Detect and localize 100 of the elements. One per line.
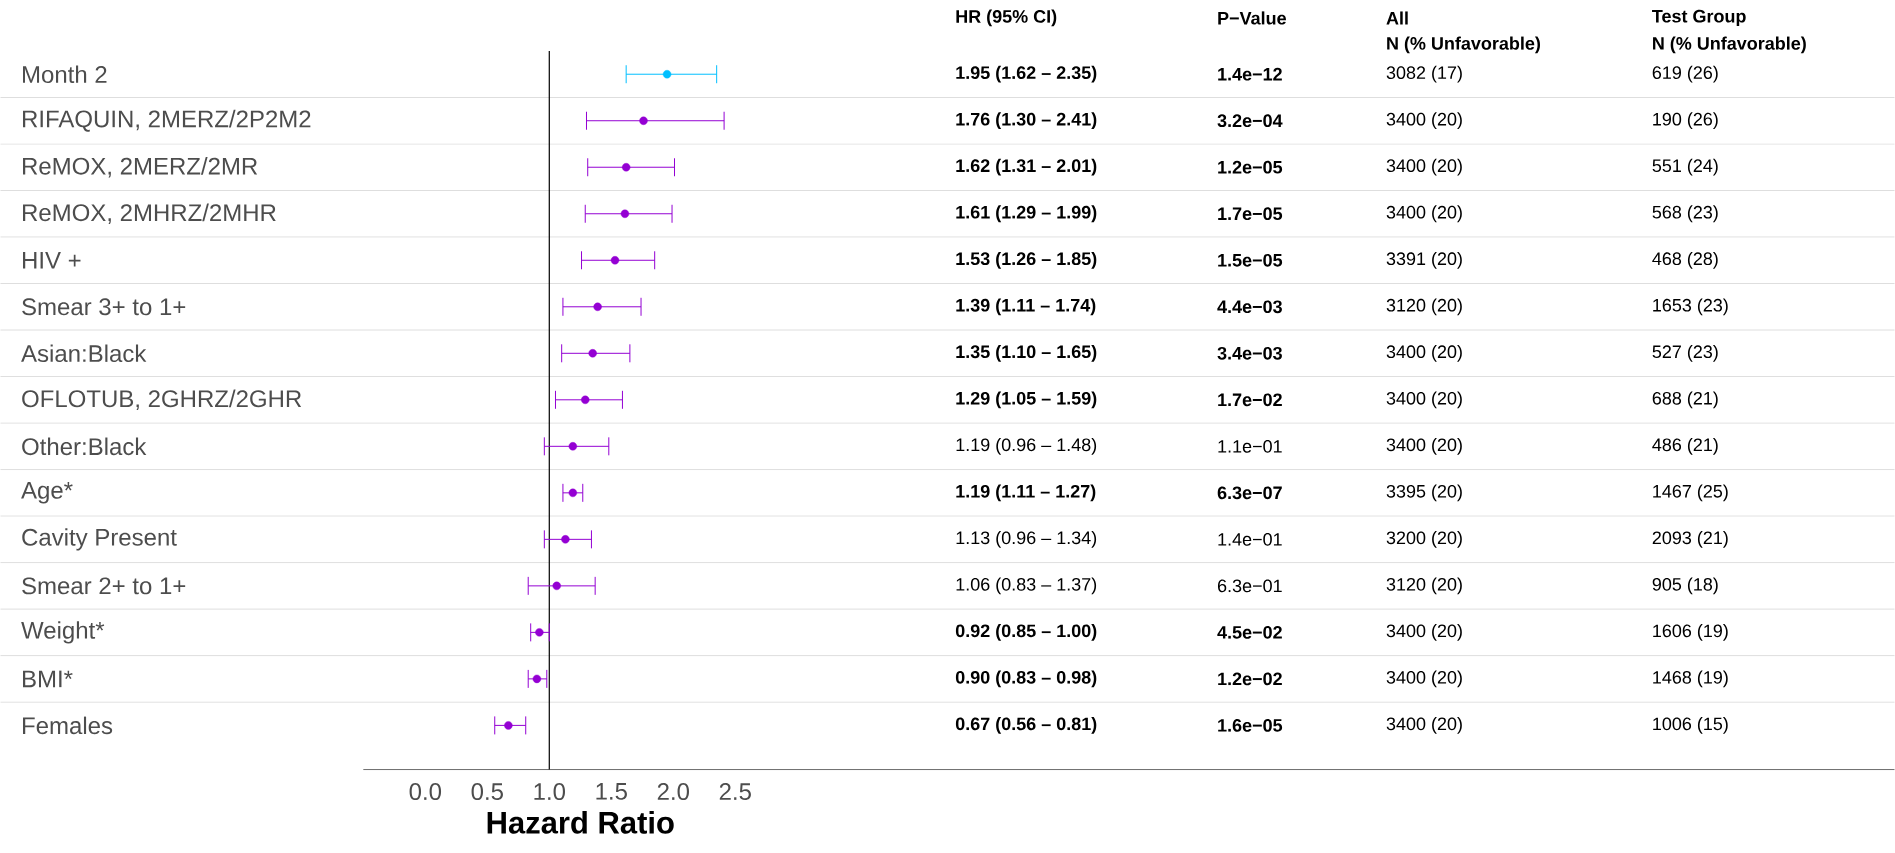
- point: [568, 488, 578, 498]
- x-tick-label: 0.5: [471, 783, 503, 801]
- annotation: 6.3e−01: [1217, 579, 1282, 593]
- annotation: 6.3e−07: [1217, 486, 1282, 500]
- annotation: 1467 (25): [1653, 484, 1728, 502]
- annotation: 3.2e−04: [1217, 114, 1283, 128]
- annotation: N (% Unfavorable): [1653, 36, 1806, 54]
- annotation: 1.06 (0.83 – 1.37): [956, 577, 1097, 595]
- y-tick-label: BMI*: [23, 670, 73, 688]
- annotation: 190 (26): [1653, 112, 1718, 130]
- annotation: 3395 (20): [1386, 484, 1462, 502]
- x-axis-title: Hazard Ratio: [487, 811, 674, 834]
- point: [568, 442, 578, 451]
- annotation: 3082 (17): [1386, 66, 1462, 83]
- point: [561, 535, 570, 544]
- x-tick-label: 0.0: [409, 783, 442, 801]
- y-tick-label: Weight*: [21, 621, 105, 644]
- point: [610, 256, 620, 265]
- x-tick-label: 2.5: [719, 783, 751, 801]
- y-tick-label: Cavity Present: [22, 528, 177, 551]
- annotation: 3400 (20): [1386, 624, 1462, 641]
- annotation: 0.92 (0.85 – 1.00): [955, 624, 1097, 641]
- y-tick-label: HIV +: [23, 252, 81, 269]
- point: [593, 302, 602, 312]
- annotation: 1.29 (1.05 – 1.59): [956, 391, 1097, 409]
- annotation: 1.53 (1.26 – 1.85): [956, 252, 1097, 269]
- x-tick-label: 1.0: [534, 783, 566, 801]
- annotation: 3120 (20): [1386, 577, 1462, 595]
- annotation: 1.39 (1.11 – 1.74): [956, 298, 1096, 316]
- text: HR (95% CI): [956, 9, 1057, 27]
- text: P−Value: [1218, 11, 1286, 25]
- annotation: 4.5e−02: [1217, 626, 1282, 639]
- annotation: 3120 (20): [1386, 298, 1462, 316]
- annotation: 1.95 (1.62 – 2.35): [956, 66, 1097, 83]
- annotation: 468 (28): [1652, 252, 1718, 269]
- y-tick-label: OFLOTUB, 2GHRZ/2GHR: [22, 389, 302, 411]
- annotation: 3400 (20): [1386, 670, 1462, 688]
- annotation: 905 (18): [1652, 577, 1718, 595]
- point: [581, 395, 590, 405]
- y-tick-label: Age*: [21, 482, 73, 504]
- y-tick-label: Month 2: [23, 65, 107, 84]
- annotation: 1.13 (0.96 – 1.34): [956, 531, 1097, 548]
- y-tick-label: Smear 3+ to 1+: [22, 298, 186, 316]
- annotation: 688 (21): [1652, 391, 1718, 409]
- annotation: 1606 (19): [1653, 624, 1728, 641]
- annotation: 1.7e−02: [1218, 393, 1282, 407]
- y-tick-label: Asian:Black: [21, 344, 147, 363]
- annotation: 486 (21): [1652, 438, 1718, 455]
- point: [620, 209, 630, 219]
- annotation: 3391 (20): [1386, 252, 1462, 269]
- annotation: 527 (23): [1652, 345, 1718, 362]
- annotation: 1.19 (0.96 – 1.48): [956, 438, 1097, 455]
- annotation: 1653 (23): [1653, 298, 1728, 316]
- annotation: 1.62 (1.31 – 2.01): [956, 159, 1097, 176]
- point: [639, 116, 648, 126]
- annotation: 3.4e−03: [1217, 347, 1282, 360]
- x-tick-label: 1.5: [596, 783, 627, 801]
- annotation: 2093 (21): [1652, 531, 1728, 548]
- point: [532, 674, 542, 684]
- annotation: 1.4e−01: [1218, 533, 1282, 546]
- y-tick-label: RIFAQUIN, 2MERZ/2P2M2: [23, 110, 311, 132]
- x-tick-label: 2.0: [657, 783, 689, 801]
- annotation: 1006 (15): [1653, 717, 1728, 735]
- point: [588, 349, 597, 358]
- annotation: 3200 (20): [1386, 531, 1462, 548]
- annotation: 1.76 (1.30 – 2.41): [956, 112, 1097, 130]
- point: [504, 721, 513, 730]
- annotation: 0.90 (0.83 – 0.98): [955, 670, 1097, 688]
- y-tick-label: Other:Black: [22, 437, 147, 456]
- annotation: 1.5e−05: [1218, 254, 1283, 267]
- y-tick-label: Females: [23, 716, 113, 735]
- text: Test Group: [1652, 10, 1746, 27]
- annotation: 3400 (20): [1386, 112, 1462, 130]
- annotation: 1.35 (1.10 – 1.65): [956, 345, 1097, 362]
- annotation: 3400 (20): [1386, 159, 1462, 176]
- annotation: 1.61 (1.29 – 1.99): [956, 205, 1097, 223]
- annotation: 1.7e−05: [1218, 207, 1283, 221]
- annotation: 1.19 (1.11 – 1.27): [956, 484, 1096, 502]
- point: [535, 628, 544, 637]
- y-tick-label: ReMOX, 2MHRZ/2MHR: [23, 203, 276, 225]
- annotation: 1.4e−12: [1218, 68, 1282, 81]
- annotation: N (% Unfavorable): [1387, 36, 1540, 54]
- annotation: 1.2e−05: [1218, 161, 1283, 174]
- annotation: 4.4e−03: [1217, 300, 1282, 314]
- annotation: 3400 (20): [1386, 391, 1462, 409]
- annotation: 3400 (20): [1386, 438, 1462, 455]
- annotation: 551 (24): [1652, 159, 1718, 176]
- annotation: 3400 (20): [1386, 205, 1462, 223]
- annotation: 619 (26): [1652, 66, 1718, 83]
- annotation: 1.1e−01: [1218, 440, 1282, 453]
- annotation: 3400 (20): [1386, 345, 1462, 362]
- annotation: 1468 (19): [1653, 670, 1728, 688]
- annotation: 1.6e−05: [1218, 719, 1283, 732]
- annotation: 0.67 (0.56 – 0.81): [955, 717, 1097, 735]
- point: [621, 163, 631, 172]
- annotation: 3400 (20): [1386, 717, 1462, 735]
- text: All: [1386, 11, 1408, 25]
- annotation: 568 (23): [1652, 205, 1718, 223]
- y-tick-label: Smear 2+ to 1+: [22, 577, 186, 595]
- point: [662, 70, 672, 79]
